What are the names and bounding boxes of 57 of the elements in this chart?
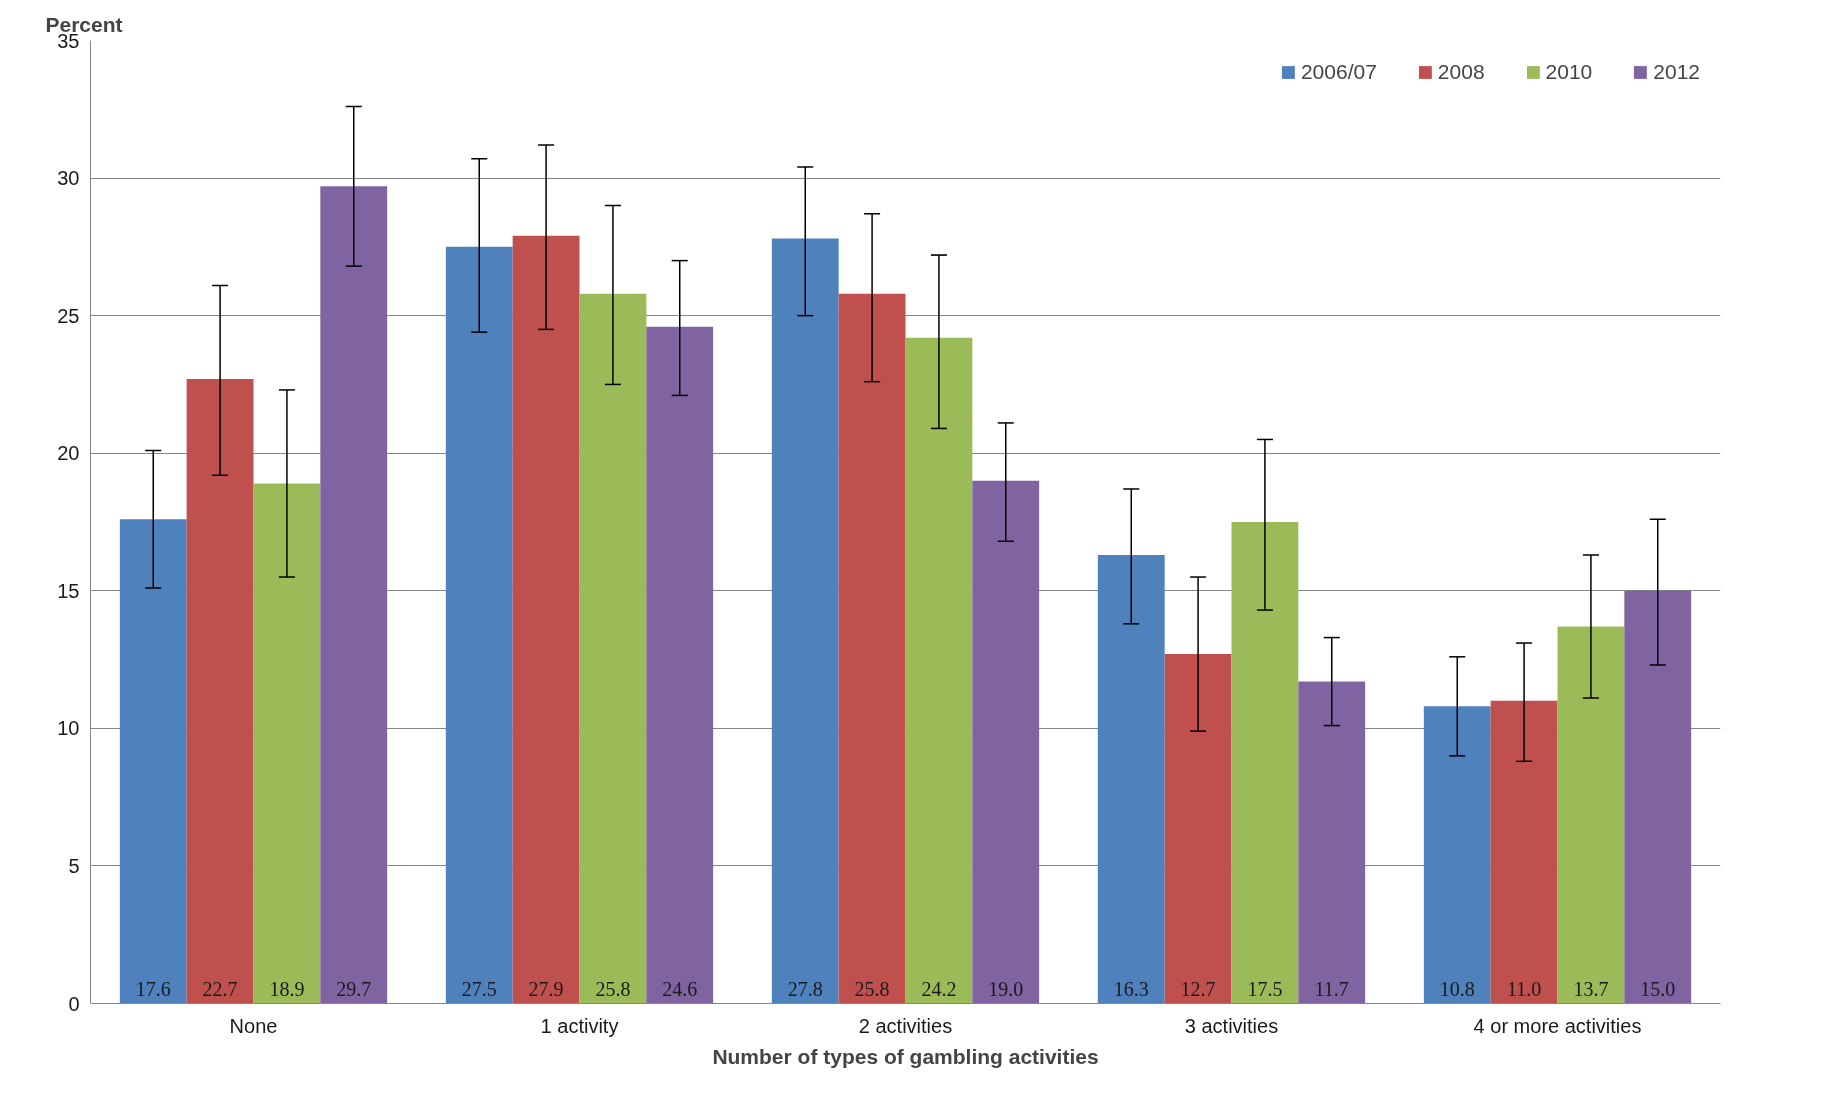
data-label: 11.0 — [1506, 977, 1542, 1000]
legend-label: 2008 — [1437, 60, 1485, 84]
data-label: 27.9 — [528, 977, 564, 1000]
x-tick-label: 4 or more activities — [1473, 1014, 1642, 1037]
y-tick-label: 30 — [57, 167, 80, 190]
bar — [838, 293, 906, 1004]
data-label: 13.7 — [1573, 977, 1609, 1000]
bar — [1490, 700, 1558, 1004]
data-label: 22.7 — [202, 977, 238, 1000]
data-label: 16.3 — [1113, 977, 1149, 1000]
bar — [1624, 590, 1692, 1004]
x-tick-label: 2 activities — [858, 1014, 953, 1037]
bar — [579, 293, 647, 1004]
bar — [320, 186, 388, 1004]
y-tick-label: 20 — [57, 442, 80, 465]
data-label: 11.7 — [1314, 977, 1349, 1000]
data-label: 27.5 — [461, 977, 497, 1000]
bar — [512, 235, 580, 1004]
bar — [186, 378, 254, 1004]
bar — [905, 337, 973, 1004]
data-label: 25.8 — [595, 977, 631, 1000]
data-label: 29.7 — [336, 977, 372, 1000]
legend-label: 2006/07 — [1300, 60, 1377, 84]
data-label: 10.8 — [1439, 977, 1475, 1000]
data-label: 25.8 — [854, 977, 890, 1000]
bar — [771, 238, 839, 1004]
y-tick-label: 0 — [68, 992, 80, 1015]
y-tick-label: 10 — [57, 717, 80, 740]
legend-label: 2012 — [1653, 60, 1700, 84]
bar — [972, 480, 1040, 1004]
y-tick-label: 25 — [57, 304, 80, 327]
x-axis-title: Number of types of gambling activities — [712, 1044, 1099, 1068]
x-tick-label: 3 activities — [1184, 1014, 1279, 1037]
bar — [119, 519, 187, 1004]
data-label: 17.6 — [135, 977, 171, 1000]
bar — [1298, 681, 1366, 1004]
bar — [1097, 555, 1165, 1004]
y-tick-label: 15 — [57, 579, 80, 602]
data-label: 19.0 — [988, 977, 1024, 1000]
legend-label: 2010 — [1545, 60, 1593, 84]
y-tick-label: 5 — [68, 854, 80, 877]
data-label: 27.8 — [787, 977, 823, 1000]
bar — [1164, 654, 1232, 1004]
data-label: 18.9 — [269, 977, 305, 1000]
bar — [646, 326, 714, 1004]
bar — [1231, 522, 1299, 1004]
x-tick-label: 1 activity — [540, 1014, 619, 1037]
bar — [1423, 706, 1491, 1004]
data-label: 15.0 — [1640, 977, 1676, 1000]
bar — [445, 246, 513, 1004]
bar — [253, 483, 321, 1004]
data-label: 24.2 — [921, 977, 957, 1000]
data-label: 12.7 — [1180, 977, 1216, 1000]
bar — [1557, 626, 1625, 1004]
data-label: 17.5 — [1247, 977, 1283, 1000]
data-label: 24.6 — [662, 977, 698, 1000]
x-tick-label: None — [229, 1014, 278, 1037]
